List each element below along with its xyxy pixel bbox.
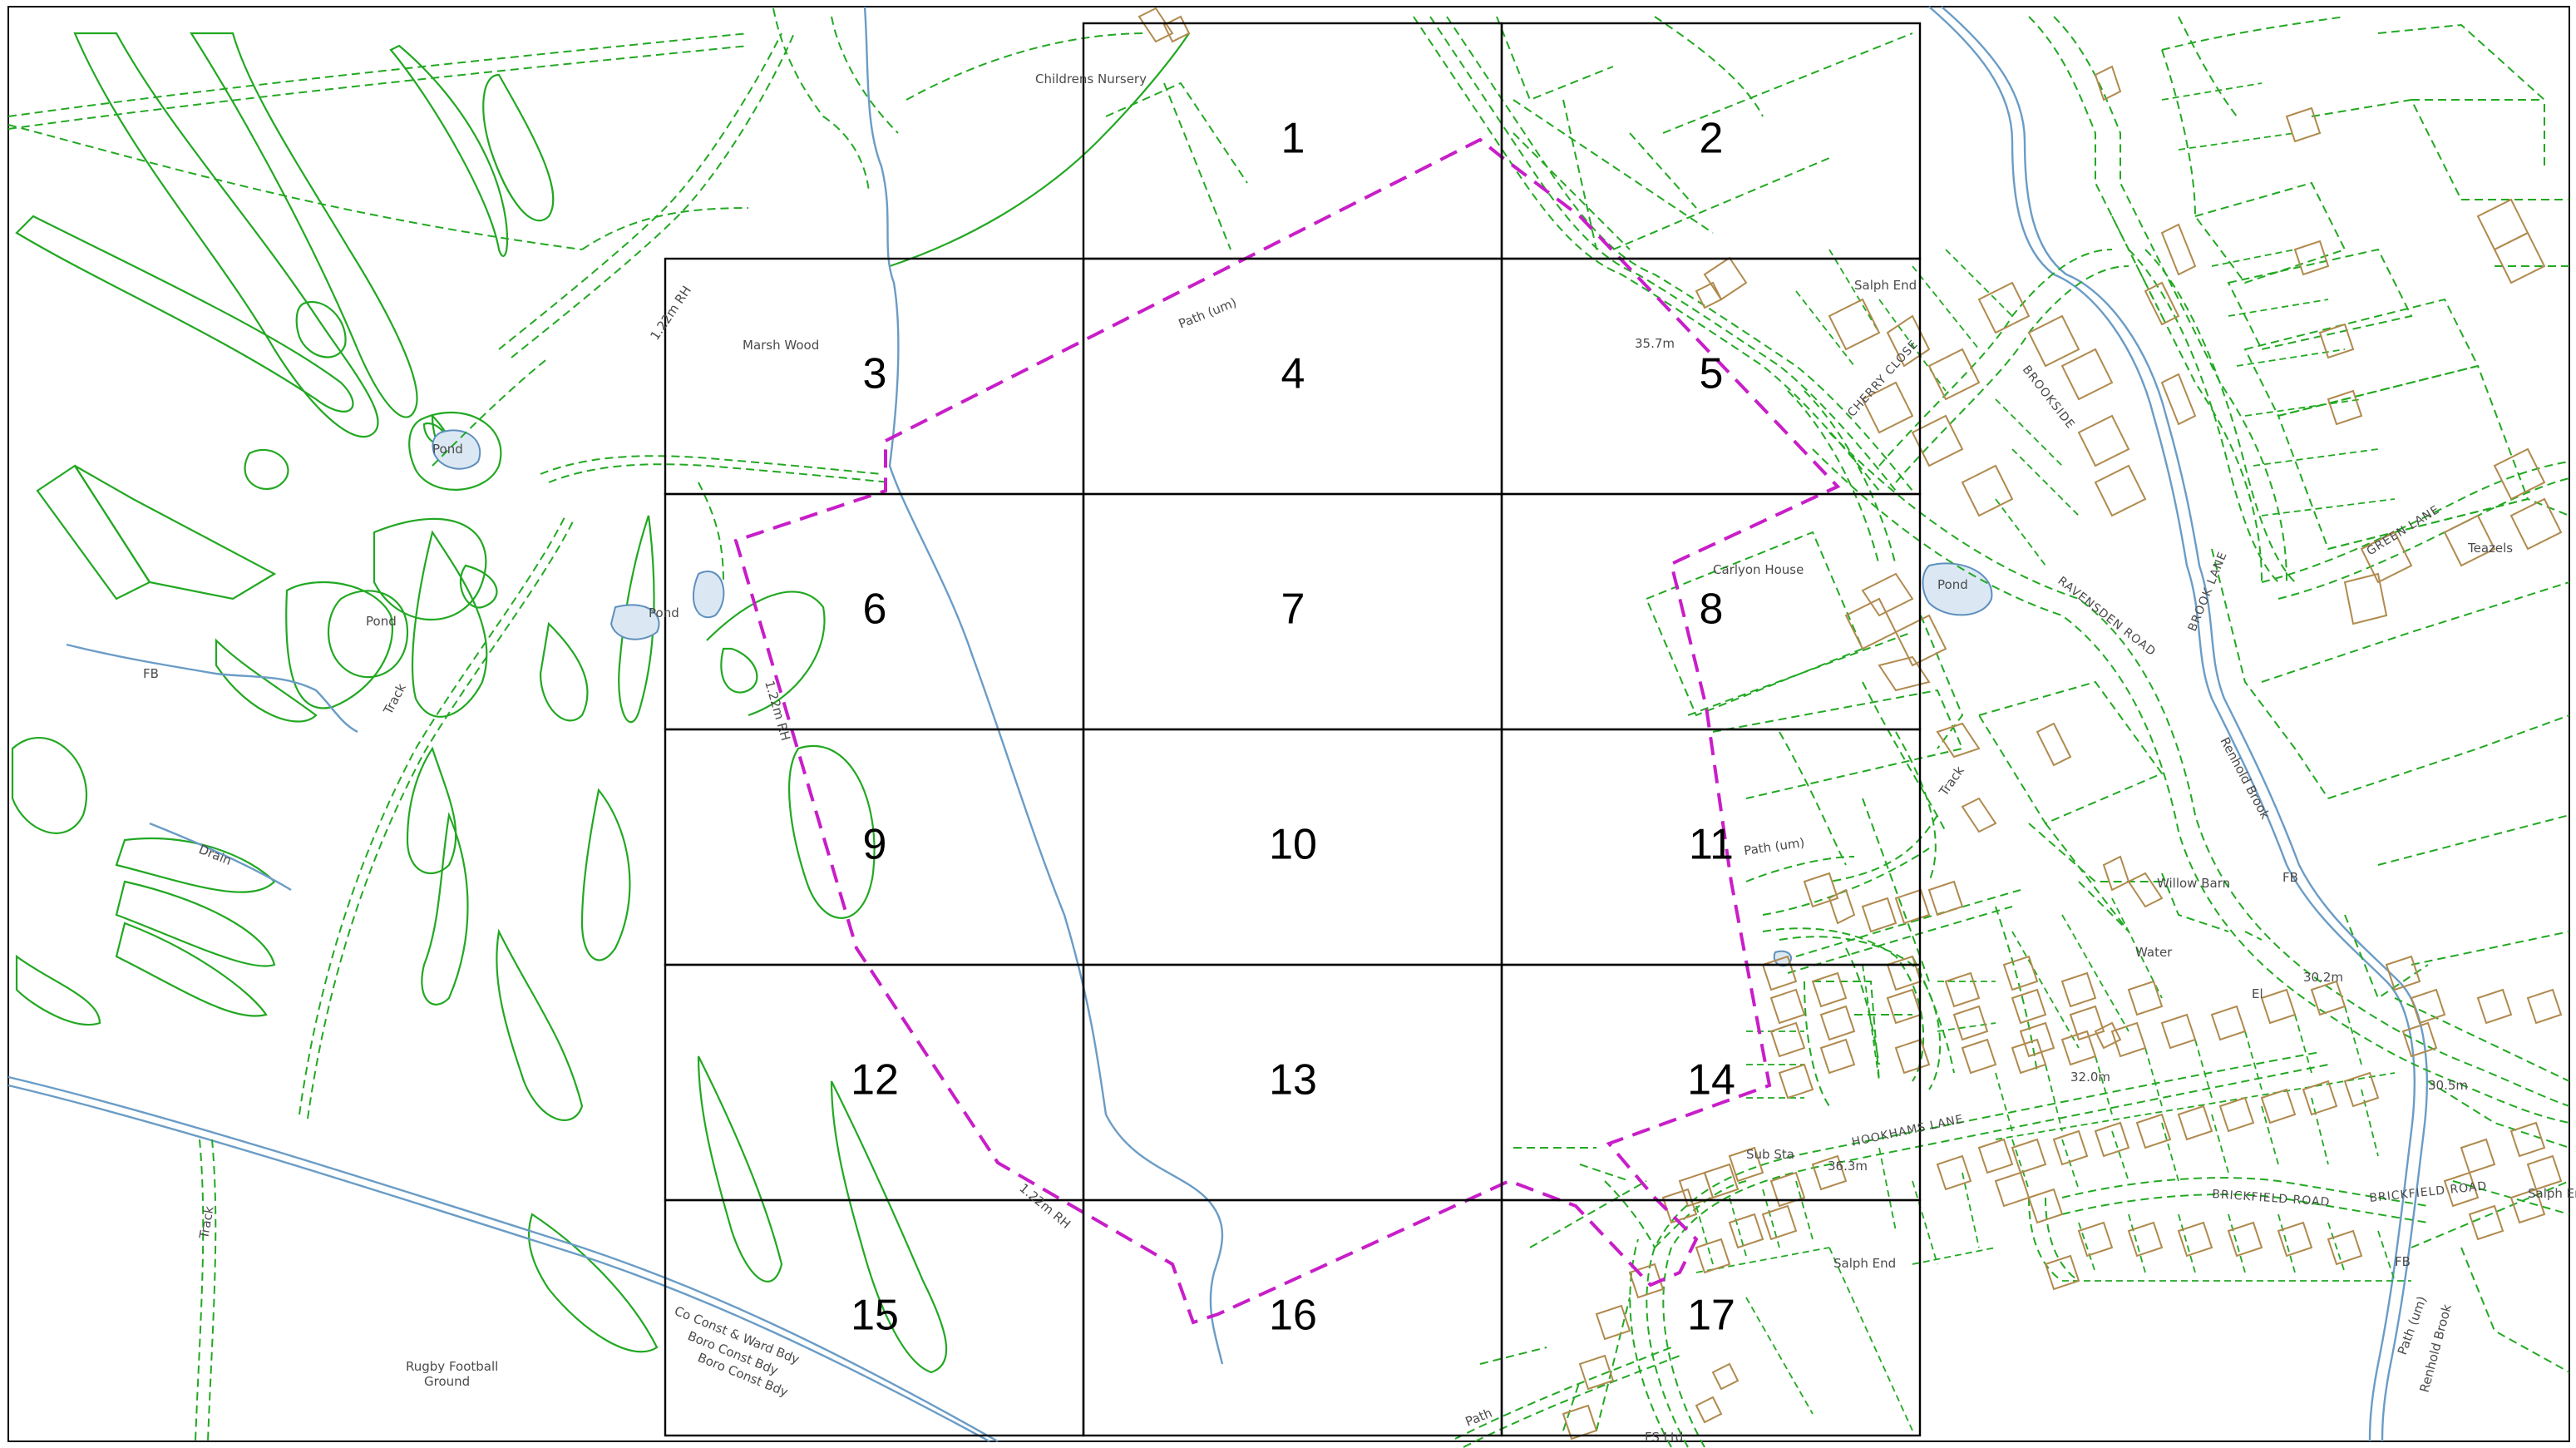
label-pond: Pond [1937,577,1968,592]
buildings [1137,7,2563,1441]
label-sub-station: Sub Sta [1746,1147,1794,1162]
grid-number: 17 [1687,1292,1735,1340]
label-spot-height: 35.7m [1635,336,1675,351]
label-pond: Pond [649,605,679,620]
label-pond: Pond [432,442,463,457]
label-footbridge: FB [2282,870,2298,885]
grid-cell-17 [1500,1198,1922,1437]
grid-number: 7 [1281,586,1305,634]
site-boundary [733,137,1841,1325]
label-teazels: Teazels [2467,541,2513,556]
grid-number: 13 [1269,1056,1317,1105]
label-water: Water [2135,945,2173,960]
field-boundaries [7,7,2570,1442]
grid-number: 12 [851,1056,899,1105]
grid-number: 15 [851,1292,899,1340]
grid-number: 16 [1269,1292,1317,1340]
grid-number: 6 [863,586,887,634]
roads [1454,249,2570,1448]
label-marsh-wood: Marsh Wood [743,338,819,353]
grid-number: 1 [1281,115,1305,163]
grid-numbers: 1 2 3 4 5 6 7 8 9 10 11 12 13 14 15 16 1… [851,115,1735,1340]
grid-number: 14 [1687,1056,1735,1105]
label-carlyon-house: Carlyon House [1713,562,1804,577]
grid-number: 9 [863,821,887,869]
grid-number: 11 [1689,821,1734,869]
label-footbridge: FB [2395,1254,2411,1269]
grid-number: 2 [1700,115,1724,163]
label-rugby-football: Rugby Football [406,1359,498,1374]
label-salph-end: Salph End [2528,1186,2576,1201]
grid-cells [664,22,1922,1437]
label-spot-height: 30.2m [2303,970,2343,985]
grid-number: 8 [1700,586,1724,634]
map-frame [7,6,2570,1442]
label-spot-height: 30.5m [2428,1078,2468,1093]
label-pond: Pond [366,614,397,629]
label-rugby-ground: Ground [424,1374,470,1389]
grid-number: 10 [1269,821,1317,869]
label-childrens-nursery: Childrens Nursery [1035,72,1147,86]
label-salph-end: Salph End [1854,278,1917,293]
label-el: El [2252,986,2263,1001]
label-spot-height: 32.0m [2070,1070,2110,1085]
label-spot-height: 36.3m [1828,1159,1868,1174]
grid-number: 3 [863,350,887,398]
label-salph-end: Salph End [1833,1256,1896,1271]
label-willow-barn: Willow Barn [2157,876,2230,891]
grid-number: 4 [1281,350,1305,398]
grid-number: 5 [1700,350,1724,398]
label-footbridge: FB [143,666,159,681]
vegetation-features [11,32,1190,1374]
label-fs: FS Ltd [1645,1430,1683,1445]
